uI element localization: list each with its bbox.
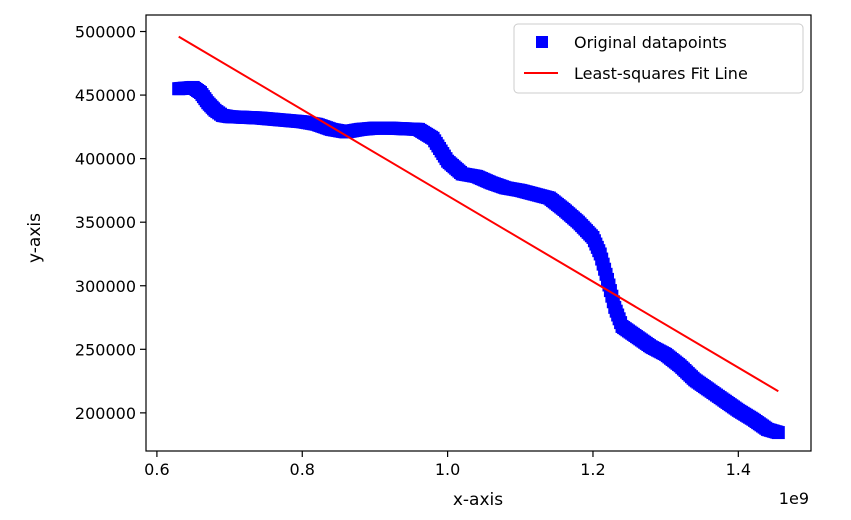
data-point — [771, 426, 785, 440]
y-tick-label: 200000 — [75, 404, 136, 423]
x-axis-label: x-axis — [453, 490, 503, 510]
series-group — [172, 35, 785, 440]
scatter-series — [172, 80, 785, 440]
y-axis-label: y-axis — [25, 213, 45, 263]
x-tick-label: 1.0 — [435, 460, 460, 479]
x-tick-label: 0.6 — [144, 460, 169, 479]
y-tick-label: 400000 — [75, 150, 136, 169]
data-layer — [172, 35, 785, 440]
fit-line — [178, 35, 779, 393]
y-tick-label: 500000 — [75, 23, 136, 42]
legend-label: Original datapoints — [574, 33, 727, 52]
x-tick-label: 1.2 — [580, 460, 605, 479]
y-tick-label: 450000 — [75, 86, 136, 105]
axes-layer: 0.6 0.8 1.0 1.2 1.4 200000 250000 300000 350000 4… — [75, 14, 812, 479]
y-tick-label: 300000 — [75, 277, 136, 296]
y-tick-label: 350000 — [75, 213, 136, 232]
y-tick-label: 250000 — [75, 340, 136, 359]
x-offset-label: 1e9 — [779, 489, 809, 508]
x-tick-label: 1.4 — [726, 460, 751, 479]
legend: Original datapoints Least-squares Fit Lin… — [513, 23, 804, 94]
plot-frame — [145, 14, 812, 452]
legend-label: Least-squares Fit Line — [574, 64, 748, 83]
legend-box — [513, 23, 804, 94]
x-tick-label: 0.8 — [290, 460, 315, 479]
legend-marker-square — [536, 36, 548, 48]
